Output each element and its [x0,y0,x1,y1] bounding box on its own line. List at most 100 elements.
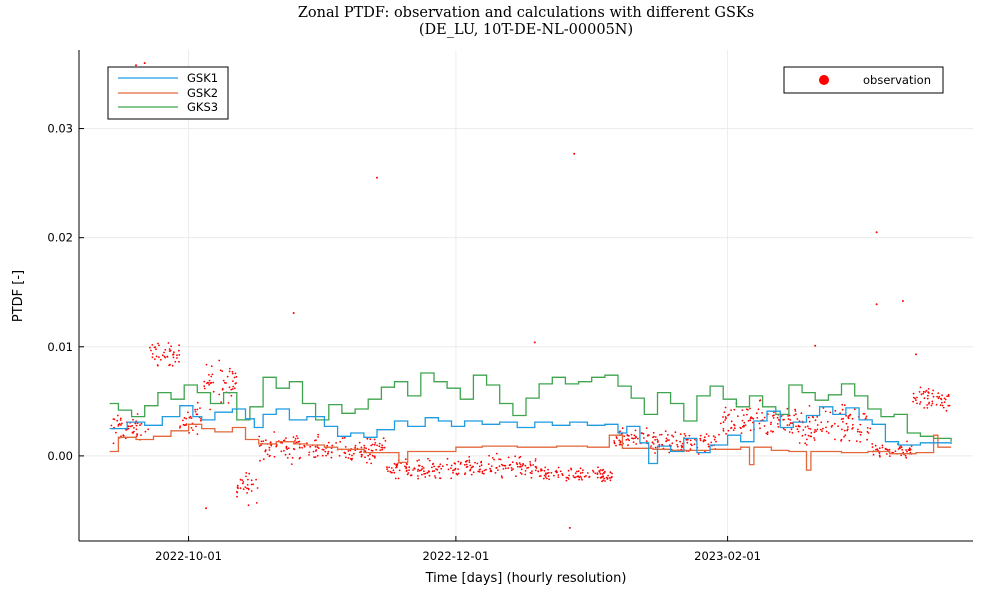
observation-point [324,450,327,453]
observation-point [210,375,213,378]
observation-point [585,475,587,477]
observation-point [707,445,710,448]
observation-point [412,469,414,471]
observation-point [834,438,836,441]
observation-point [916,396,918,399]
observation-point [259,459,261,462]
observation-point [782,427,785,430]
observation-point [308,451,311,454]
observation-point [727,429,730,432]
observation-point [786,424,789,426]
observation-point [203,385,206,388]
observation-point [417,470,419,472]
observation-point [439,477,442,480]
observation-point [668,451,671,454]
observation-point [149,346,151,349]
observation-point [151,344,154,346]
observation-point [578,478,580,481]
observation-point [502,468,505,470]
observation-point [203,387,206,390]
observation-point [660,433,663,436]
observation-point [606,477,609,479]
observation-point [335,442,337,444]
observation-point [397,477,400,480]
observation-point [577,470,580,473]
observation-point [348,453,351,456]
observation-point [609,471,612,474]
observation-point [751,417,753,419]
observation-point [852,423,854,426]
observation-point [210,381,213,384]
observation-point [396,463,399,465]
observation-point [897,448,900,450]
observation-point [524,464,527,467]
observation-point [478,465,481,468]
observation-point [242,481,245,483]
observation-point [466,459,468,462]
observation-point [710,441,713,444]
observation-point [567,469,570,472]
observation-point [581,478,583,481]
legend-gsk1-label: GSK1 [187,71,218,85]
observation-point [931,402,934,405]
observation-point [433,465,435,468]
observation-point [116,419,119,422]
observation-point [487,463,490,465]
observation-point [866,430,869,433]
observation-point [358,441,361,444]
observation-point [693,443,696,446]
observation-point [544,476,547,478]
observation-point [382,437,385,440]
observation-point [490,465,493,467]
observation-point [749,417,752,420]
observation-point [168,350,171,352]
observation-point [248,472,251,475]
observation-point [508,464,511,467]
observation-point [380,446,383,449]
observation-point [386,466,388,469]
observation-point [740,427,742,429]
observation-point [183,424,186,427]
observation-point [939,404,942,407]
observation-point [676,443,679,446]
observation-point [668,439,670,441]
chart-subtitle: (DE_LU, 10T-DE-NL-00005N) [419,22,633,38]
observation-point [239,478,242,481]
observation-point [763,425,766,427]
observation-point [722,428,725,430]
x-tick-label: 2023-02-01 [694,549,761,563]
observation-point [434,476,437,479]
observation-point [158,344,160,347]
observation-point [341,437,344,440]
observation-point [398,469,401,472]
observation-point [922,390,925,393]
observation-point [851,417,854,420]
observation-point [122,434,125,436]
observation-point [783,418,785,421]
observation-point [168,348,171,350]
observation-point [498,458,500,461]
observation-point [232,385,235,388]
observation-point [634,429,637,432]
observation-point [511,461,514,464]
observation-point [190,427,193,429]
observation-point [857,428,859,431]
observation-point [860,431,863,434]
observation-point [507,456,510,459]
observation-point [406,469,408,472]
observation-point [635,443,638,445]
observation-point [824,410,827,413]
observation-point [187,411,189,414]
observation-point [280,450,283,453]
observation-point [235,382,238,384]
observation-point [312,450,315,453]
observation-point [510,467,513,469]
observation-point [931,392,934,395]
observation-point [131,431,134,434]
observation-point [339,440,342,443]
observation-point [840,438,843,441]
observation-point [732,429,735,431]
observation-point [428,474,431,477]
observation-point [825,430,828,433]
